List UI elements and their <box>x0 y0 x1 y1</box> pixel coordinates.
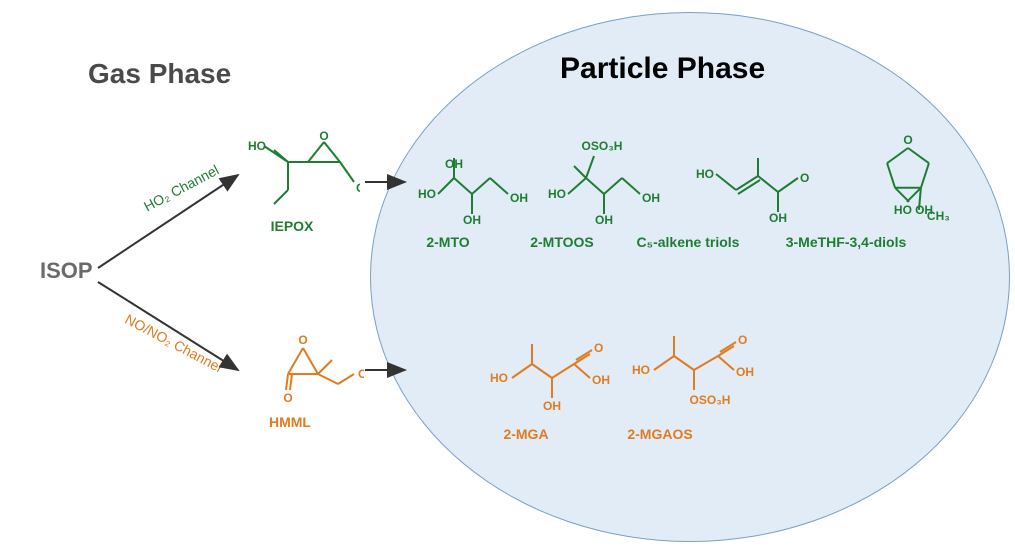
arrows-layer <box>0 0 1015 553</box>
svg-text:OH: OH <box>595 213 613 226</box>
molecule-2mga: HO OH O OH <box>486 330 610 418</box>
arrow-isop-to-hmml <box>98 282 238 370</box>
svg-text:OH: OH <box>543 399 561 413</box>
label-2mto: 2-MTO <box>426 234 469 250</box>
svg-text:OSO₃H: OSO₃H <box>582 139 623 153</box>
svg-text:OH: OH <box>769 211 787 225</box>
svg-text:O: O <box>283 391 292 405</box>
molecule-2mtoos: HO OH OSO₃H OH <box>544 128 672 226</box>
svg-text:HO: HO <box>548 187 566 201</box>
molecule-c5-alkene-triols: HO OH OH <box>692 148 810 226</box>
label-methf-text: 3-MeTHF-3,4-diols <box>786 234 907 250</box>
label-3methf-diols: 3-MeTHF-3,4-diols <box>786 234 907 250</box>
molecule-hmml: O O OH <box>248 318 364 408</box>
label-hmml: HMML <box>269 414 311 430</box>
svg-text:HO: HO <box>418 187 436 201</box>
svg-text:O: O <box>594 341 603 355</box>
svg-text:O: O <box>298 333 307 347</box>
svg-text:O: O <box>319 130 328 143</box>
label-2mga: 2-MGA <box>503 426 548 442</box>
molecule-2mgaos: HO OSO₃H O OH <box>628 322 764 418</box>
label-2mtoos: 2-MTOOS <box>530 234 594 250</box>
svg-text:O: O <box>903 133 912 147</box>
svg-text:OH: OH <box>358 367 364 381</box>
svg-text:HO: HO <box>248 139 266 153</box>
svg-text:CH₃: CH₃ <box>927 209 950 223</box>
svg-text:OH: OH <box>510 191 528 205</box>
svg-text:OH: OH <box>356 181 360 195</box>
label-c5-alkene-triols: C₅-alkene triols <box>637 234 740 250</box>
label-2mtoos-text: 2-MTOOS <box>530 234 594 250</box>
svg-text:OH: OH <box>642 191 660 205</box>
svg-text:HO: HO <box>490 371 508 385</box>
molecule-2mto: HOOHOHOH <box>414 138 532 226</box>
label-hmml-text: HMML <box>269 414 311 430</box>
label-2mga-text: 2-MGA <box>503 426 548 442</box>
label-2mgaos-text: 2-MGAOS <box>627 426 692 442</box>
arrow-isop-to-iepox <box>98 175 238 268</box>
svg-text:O: O <box>738 333 747 347</box>
svg-text:OH: OH <box>800 171 810 185</box>
label-c5triols-text: C₅-alkene triols <box>637 234 740 250</box>
label-iepox: IEPOX <box>271 218 314 234</box>
svg-text:HO: HO <box>894 203 912 217</box>
label-iepox-text: IEPOX <box>271 218 314 234</box>
label-2mto-text: 2-MTO <box>426 234 469 250</box>
label-2mgaos: 2-MGAOS <box>627 426 692 442</box>
svg-text:OSO₃H: OSO₃H <box>690 393 731 407</box>
molecule-iepox: HO O OH <box>234 130 360 216</box>
svg-text:OH: OH <box>463 213 481 226</box>
molecule-3methf-diols: OHOOHCH₃ <box>860 128 956 224</box>
svg-text:HO: HO <box>696 167 714 181</box>
svg-text:OH: OH <box>592 373 610 387</box>
svg-text:OH: OH <box>736 365 754 379</box>
svg-text:HO: HO <box>632 363 650 377</box>
